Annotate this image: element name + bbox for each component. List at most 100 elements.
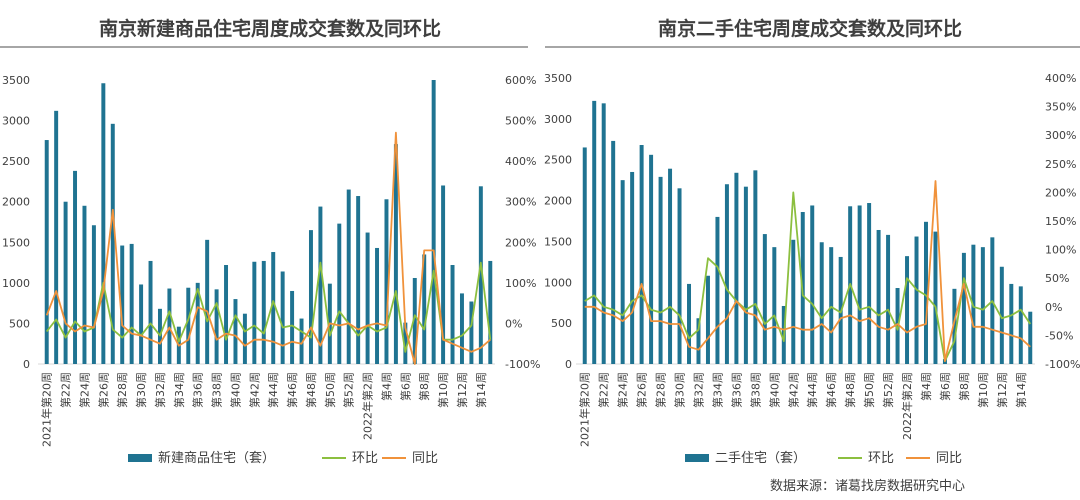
x-tick-label: 第38周 [748, 372, 762, 408]
bar [205, 239, 210, 364]
x-tick-label: 2022年第2周 [900, 372, 914, 440]
x-tick-label: 第48周 [304, 372, 318, 408]
x-tick-label: 第34周 [710, 372, 724, 408]
left-axis-tick-label: 500 [9, 317, 30, 330]
bar [743, 186, 748, 364]
bar [459, 293, 464, 364]
bar [441, 185, 446, 364]
x-tick-label: 第10周 [436, 372, 450, 408]
right-axis-tick-label: 400% [505, 155, 536, 168]
bar [819, 242, 824, 364]
bar [148, 260, 153, 364]
bar [44, 140, 49, 364]
x-tick-label: 第8周 [957, 372, 971, 401]
right-axis-tick-label: 100% [1045, 244, 1076, 257]
left-axis-tick-label: 1500 [544, 235, 572, 248]
x-tick-label: 第24周 [616, 372, 630, 408]
x-tick-label: 第4周 [380, 372, 394, 401]
bar [810, 205, 815, 364]
bar [280, 271, 285, 364]
bar [933, 231, 938, 364]
left-axis-tick-label: 2000 [544, 195, 572, 208]
huanbi-line [584, 191, 1032, 363]
bar [829, 247, 834, 364]
legend-huanbi-label: 环比 [868, 451, 894, 466]
x-tick-label: 第14周 [474, 372, 488, 408]
bar [290, 290, 295, 364]
x-tick-label: 第28周 [115, 372, 129, 408]
bar [337, 223, 342, 364]
bar [876, 229, 881, 364]
bar [905, 256, 910, 364]
bar [961, 252, 966, 364]
right-axis-tick-label: 300% [505, 196, 536, 209]
bar [914, 236, 919, 364]
x-tick-label: 第28周 [654, 372, 668, 408]
right-axis-tick-label: 50% [1045, 272, 1069, 285]
x-tick-label: 2021年第20周 [40, 372, 54, 447]
x-tick-label: 第42周 [247, 372, 261, 408]
bar [630, 171, 635, 364]
bar [886, 234, 891, 364]
left-axis-tick-label: 2000 [2, 196, 30, 209]
bar [82, 205, 87, 364]
bar [999, 266, 1004, 364]
left-axis-tick-label: 3500 [2, 74, 30, 87]
bar [375, 247, 380, 364]
x-tick-label: 第38周 [210, 372, 224, 408]
bar [346, 189, 351, 364]
bar [753, 170, 758, 364]
bar [384, 199, 389, 364]
right-axis-tick-label: 150% [1045, 215, 1076, 228]
left-axis-tick-label: 2500 [544, 154, 572, 167]
x-tick-label: 第36周 [729, 372, 743, 408]
bar [431, 80, 436, 364]
bar [261, 260, 266, 364]
right-chart-title: 南京二手住宅周度成交套数及同环比 [657, 18, 962, 40]
bar [469, 301, 474, 364]
right-axis-tick-label: 500% [505, 115, 536, 128]
x-tick-label: 第22周 [597, 372, 611, 408]
bar [696, 318, 701, 364]
bar [1009, 283, 1014, 364]
bar [318, 206, 323, 364]
bar [639, 145, 644, 364]
right-title-divider [545, 46, 1080, 48]
bar [356, 196, 361, 364]
bar [422, 254, 427, 364]
bar [186, 287, 191, 364]
right-axis-tick-label: 200% [505, 236, 536, 249]
data-source-note: 数据来源：诸葛找房数据研究中心 [770, 479, 966, 494]
bar [110, 123, 115, 365]
x-tick-label: 第40周 [767, 372, 781, 408]
x-tick-label: 第50周 [323, 372, 337, 408]
bar [668, 168, 673, 364]
x-tick-label: 第10周 [976, 372, 990, 408]
legend-tongbi-label: 同比 [936, 451, 962, 466]
right-axis-tick-label: 250% [1045, 158, 1076, 171]
bar [120, 245, 125, 364]
x-tick-label: 第4周 [919, 372, 933, 401]
bar [393, 144, 398, 364]
bar [139, 284, 144, 364]
right-axis-tick-label: 350% [1045, 101, 1076, 114]
bar [365, 232, 370, 364]
right-axis-tick-label: 400% [1045, 72, 1076, 85]
bar [450, 265, 455, 364]
x-tick-label: 第26周 [635, 372, 649, 408]
x-tick-label: 第44周 [805, 372, 819, 408]
bar [592, 100, 597, 364]
x-tick-label: 第52周 [881, 372, 895, 408]
bar [252, 261, 257, 364]
bar [403, 322, 408, 364]
x-tick-label: 第52周 [342, 372, 356, 408]
left-axis-tick-label: 2500 [2, 155, 30, 168]
left-axis-tick-label: 0 [23, 358, 30, 371]
x-tick-label: 第36周 [191, 372, 205, 408]
bar [601, 103, 606, 365]
right-axis-tick-label: -50% [1045, 329, 1073, 342]
left-axis-tick-label: 1000 [544, 276, 572, 289]
bar [195, 282, 200, 364]
tongbi-line [584, 180, 1031, 363]
right-axis-tick-label: -100% [1045, 358, 1080, 371]
